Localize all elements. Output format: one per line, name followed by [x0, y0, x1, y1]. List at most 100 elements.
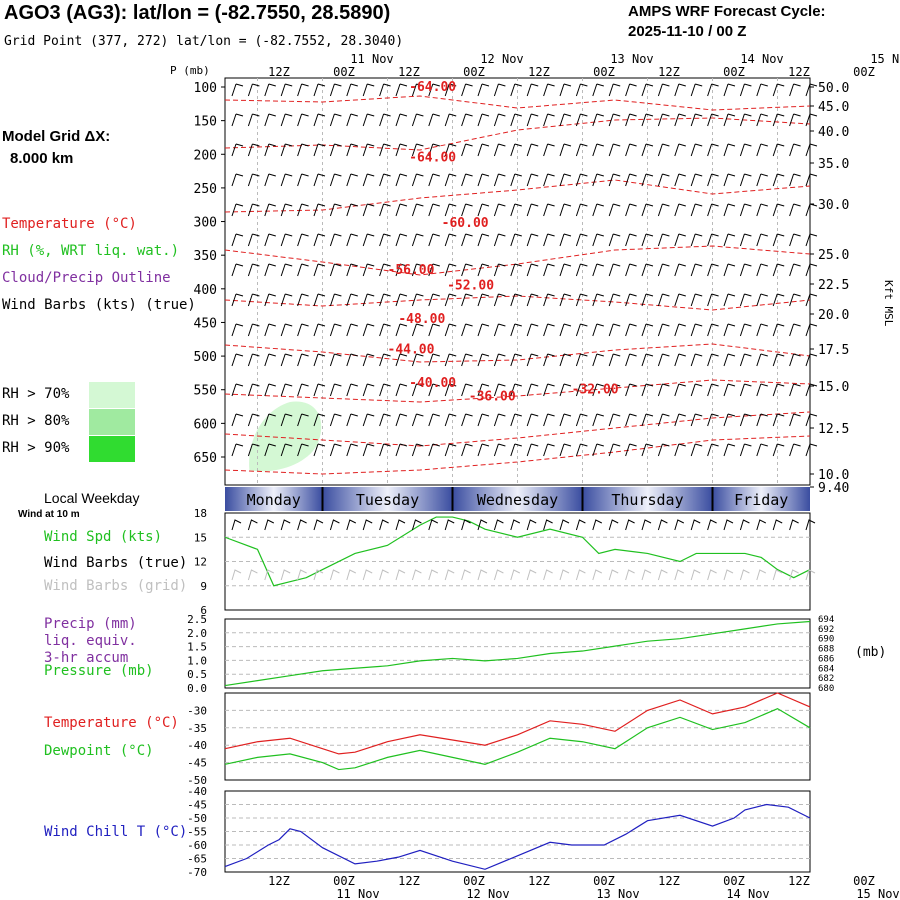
top-time-tick: 00Z — [853, 65, 875, 79]
temperature-contour-label: -48.00 — [398, 312, 445, 327]
pressure-right-tick: 694 — [818, 615, 834, 625]
wind-barb — [346, 143, 358, 157]
wind-barb — [805, 173, 818, 187]
wind-barb — [247, 203, 260, 217]
wind-barb — [657, 443, 670, 457]
wind-barb — [280, 83, 293, 97]
wind-barb — [707, 293, 719, 307]
legend-temperature: Temperature (°C) — [2, 216, 137, 232]
model-grid-value: 8.000 km — [10, 150, 74, 167]
grid-wind-barb — [805, 569, 816, 581]
wind-barb — [411, 143, 424, 157]
temperature-contour-label: -32.00 — [572, 383, 619, 398]
wind-barb — [789, 383, 801, 397]
wind-barb — [543, 443, 555, 457]
wind-barb — [739, 443, 752, 457]
height-tick-label: 12.5 — [818, 422, 849, 437]
pressure-tick-label: 350 — [194, 249, 217, 264]
windchill-panel-tick-label: -45 — [187, 799, 207, 812]
wind-barb — [428, 143, 440, 157]
wind-barb — [674, 173, 686, 187]
wind-barb — [329, 233, 342, 247]
surface-wind-barb — [477, 519, 488, 531]
height-tick-label: 9.40 — [818, 481, 849, 496]
wind-barb — [772, 233, 785, 247]
bottom-time-tick: 12Z — [788, 874, 810, 888]
wind-barb — [772, 113, 785, 127]
wind-barb — [510, 83, 522, 97]
wind-barb — [428, 233, 440, 247]
surface-wind-barb — [723, 519, 734, 531]
wind-barb — [789, 443, 801, 457]
wind-barb — [805, 323, 818, 337]
wind-barb — [690, 413, 703, 427]
wind-barb — [346, 383, 358, 397]
wind-barb — [247, 293, 260, 307]
wind-barb — [641, 323, 654, 337]
grid-wind-barb — [789, 569, 799, 581]
wind-barb — [805, 383, 818, 397]
grid-wind-barb — [428, 569, 439, 581]
wind-chill-line — [224, 803, 811, 870]
wind-barb — [395, 83, 408, 97]
wind-barb — [329, 203, 342, 217]
wind-barb — [329, 143, 342, 157]
bottom-date-label: 15 Nov — [856, 887, 899, 900]
wind-barb — [723, 83, 736, 97]
wind-barb — [559, 323, 572, 337]
pressure-line — [224, 620, 811, 687]
wind-barb — [723, 293, 736, 307]
wind-barb — [313, 233, 326, 247]
wind-barb — [444, 323, 457, 337]
local-weekday-label: Local Weekday — [44, 490, 140, 506]
weekday-cell — [225, 487, 323, 511]
weekday-label: Tuesday — [356, 491, 419, 509]
wind-barb — [707, 413, 719, 427]
wind-barb — [641, 203, 654, 217]
wind-barb — [756, 143, 768, 157]
temperature-contour — [224, 179, 811, 213]
grid-wind-barb — [772, 569, 783, 581]
grid-wind-barb — [592, 569, 603, 581]
temperature-panel-tick-label: -35 — [187, 722, 207, 735]
wind-barb — [411, 233, 424, 247]
wind-barb — [477, 413, 490, 427]
wind-barb — [493, 443, 506, 457]
wind-barb — [329, 353, 342, 367]
temperature-contour-label: -64.00 — [409, 151, 456, 166]
wind-barb — [280, 263, 293, 277]
pressure-tick-label: 550 — [194, 384, 217, 399]
wind-barb — [379, 143, 391, 157]
grid-wind-barb — [297, 569, 307, 581]
grid-wind-barb — [641, 569, 652, 581]
wind-barb — [592, 263, 604, 277]
wind-barb — [575, 113, 588, 127]
surface-wind-barb — [739, 519, 750, 531]
wind-barb — [772, 263, 785, 277]
pressure-tick-label: 250 — [194, 182, 217, 197]
grid-wind-barb — [395, 569, 406, 581]
grid-wind-barb — [674, 569, 685, 581]
top-time-tick: 12Z — [528, 65, 550, 79]
wind-barb — [297, 143, 309, 157]
wind-barb — [739, 353, 752, 367]
wind-barb — [641, 113, 654, 127]
wind-barb — [313, 83, 326, 97]
wind-barb — [690, 173, 703, 187]
wind-barb — [690, 323, 703, 337]
wind-barb — [805, 143, 818, 157]
wind-barb — [346, 413, 358, 427]
wind-barb — [723, 413, 736, 427]
wind-barb — [313, 143, 326, 157]
wind-barb — [395, 203, 408, 217]
wind-barb — [592, 353, 604, 367]
wind-barb — [493, 203, 506, 217]
wind-barb — [264, 173, 276, 187]
wind-barb — [493, 263, 506, 277]
wind-barb — [789, 113, 801, 127]
pressure-tick-label: 200 — [194, 148, 217, 163]
wind-barb — [231, 233, 244, 247]
wind-barb — [493, 173, 506, 187]
wind-barb — [444, 173, 457, 187]
wind-barb — [592, 323, 604, 337]
